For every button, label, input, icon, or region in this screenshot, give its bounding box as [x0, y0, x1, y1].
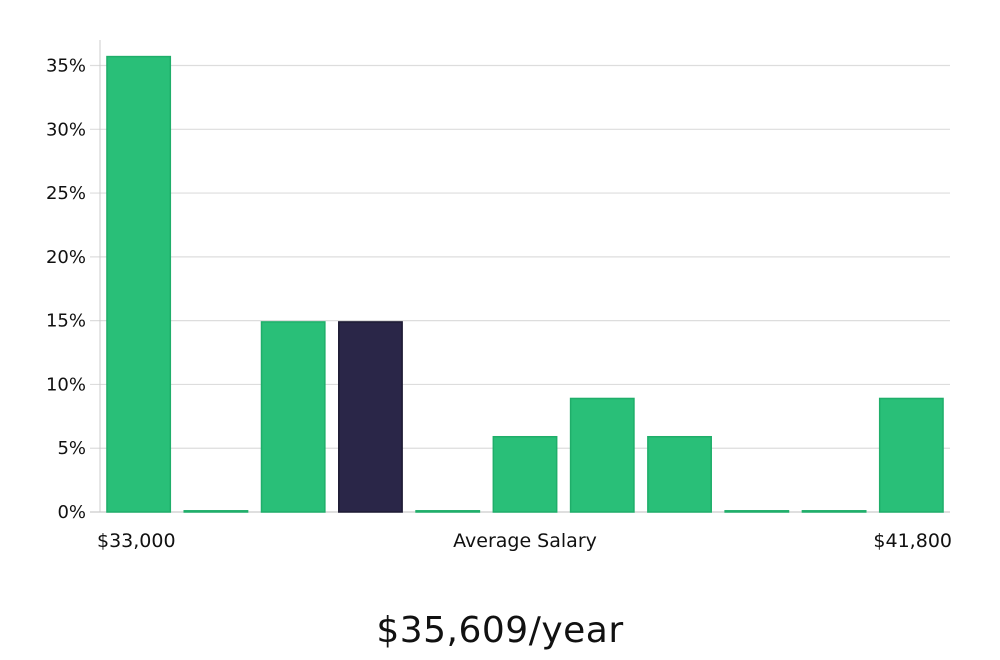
- bar: [724, 510, 790, 513]
- y-tick-label: 10%: [46, 374, 86, 395]
- y-tick-label: 35%: [46, 56, 86, 77]
- salary-histogram: 0% 5% 10% 15% 20% 25% 30% 35% $33,000 Average S…: [46, 40, 952, 552]
- y-tick-label: 30%: [46, 119, 86, 140]
- y-axis-ticks: 0% 5% 10% 15% 20% 25% 30% 35%: [46, 56, 86, 523]
- bar: [260, 321, 326, 513]
- bar: [183, 510, 249, 513]
- bar: [647, 435, 712, 513]
- y-tick-label: 15%: [46, 311, 86, 332]
- average-salary-value: $35,609/year: [376, 610, 624, 651]
- x-min-label: $33,000: [97, 530, 176, 552]
- bar: [801, 510, 867, 513]
- bar: [878, 397, 944, 513]
- y-tick-label: 0%: [57, 502, 86, 523]
- x-max-label: $41,800: [873, 530, 952, 552]
- y-tick-label: 5%: [57, 438, 86, 459]
- bar: [569, 397, 635, 513]
- bar: [415, 510, 481, 513]
- bar: [106, 55, 172, 513]
- y-tick-label: 20%: [46, 247, 86, 268]
- grid-lines: [90, 64, 950, 513]
- x-axis-title: Average Salary: [453, 530, 597, 552]
- bar: [492, 435, 558, 513]
- y-tick-label: 25%: [46, 183, 86, 204]
- bar-highlighted: [338, 321, 403, 513]
- bars: [106, 55, 944, 513]
